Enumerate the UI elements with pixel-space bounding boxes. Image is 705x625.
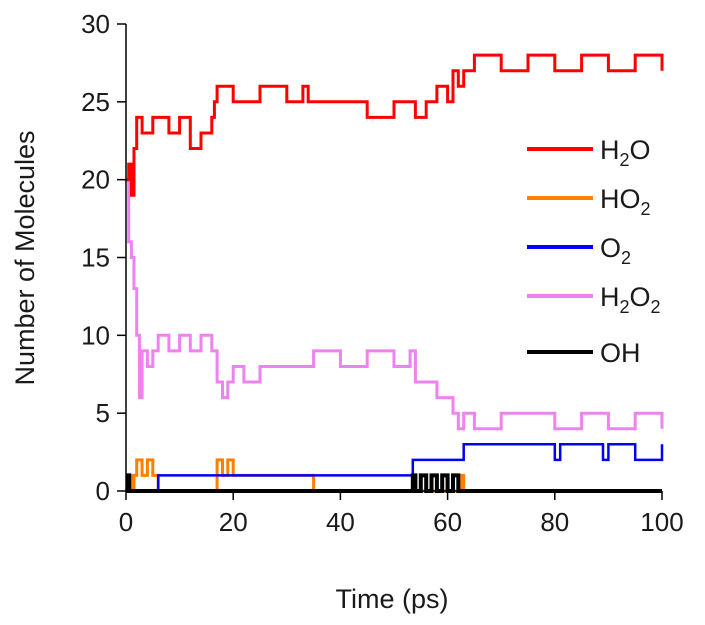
legend-label-oh: OH [600,338,641,368]
y-tick-label: 5 [96,398,110,428]
y-tick-label: 25 [81,87,110,117]
legend-label-o2: O2 [600,233,631,268]
y-tick-label: 0 [96,476,110,506]
y-tick-label: 20 [81,165,110,195]
legend-label-h2o2: H2O2 [600,282,661,317]
legend-label-h2o: H2O [600,135,651,170]
legend: H2O HO2 O2 H2O2 OH [527,135,661,368]
y-tick-label: 30 [81,9,110,39]
series-line-h2o2 [126,178,664,431]
series-line-oh [125,473,662,493]
series-line-o2 [126,443,664,493]
y-axis-label: Number of Molecules [10,130,40,385]
x-tick-label: 60 [433,507,462,537]
x-tick-label: 40 [326,507,355,537]
y-tick-label: 15 [81,243,110,273]
axes-layer [117,23,663,500]
x-tick-label: 100 [640,507,683,537]
x-tick-label: 0 [119,507,133,537]
y-tick-label: 10 [81,320,110,350]
legend-label-ho2: HO2 [600,184,651,219]
x-tick-label: 20 [219,507,248,537]
series-line-h2o [126,53,664,197]
x-axis-label: Time (ps) [336,584,449,614]
series-layer [125,53,664,493]
x-tick-label: 80 [540,507,569,537]
tick-labels: 0 20 40 60 80 100 0 5 10 15 20 25 30 [81,9,684,537]
